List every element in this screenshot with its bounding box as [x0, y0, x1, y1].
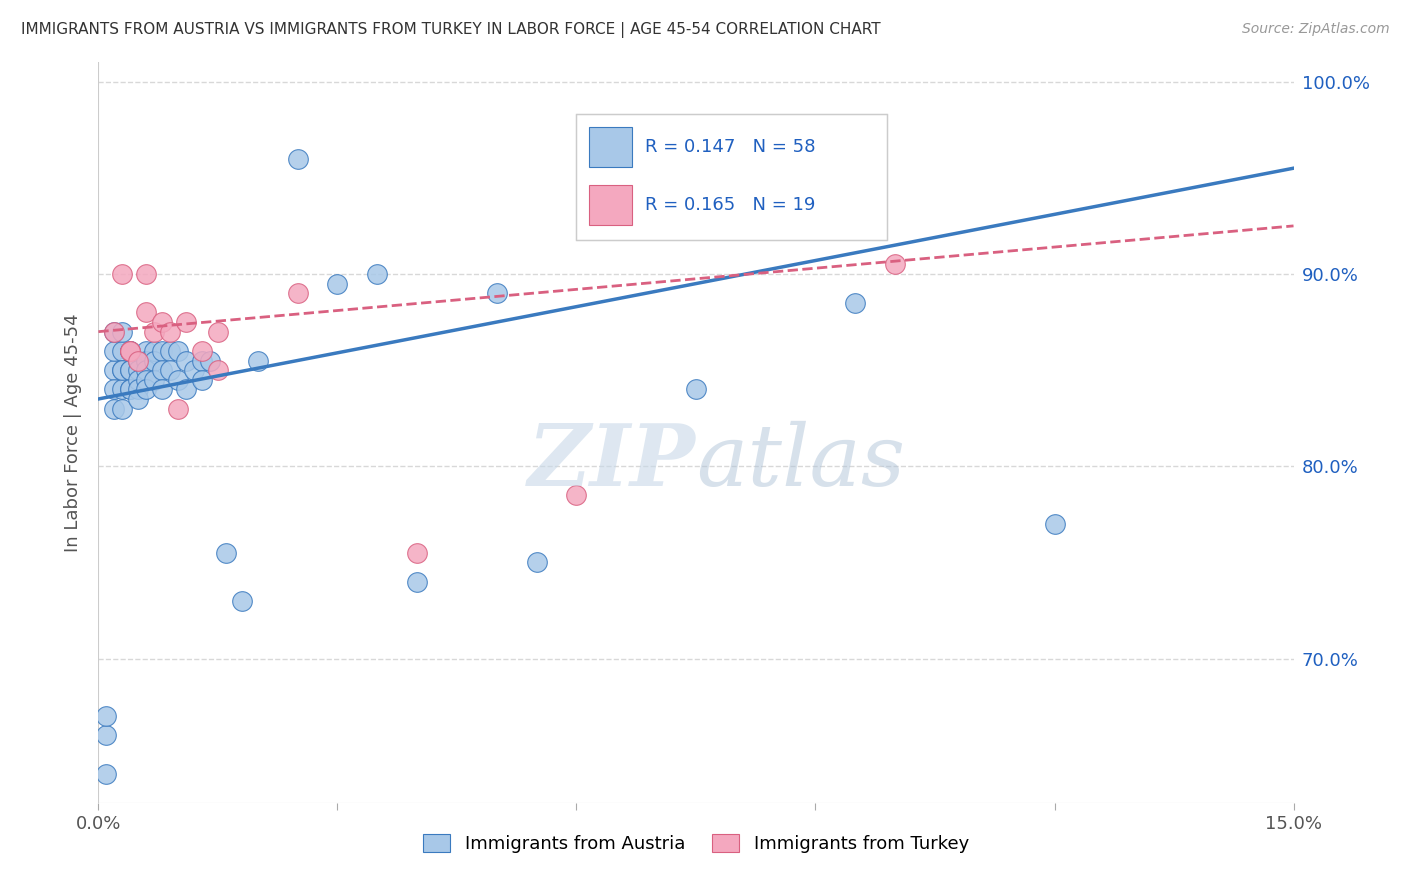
Point [96, 709, 118, 723]
Point [103, 363, 125, 377]
Point [103, 343, 125, 358]
Point [246, 353, 269, 368]
Point [127, 353, 149, 368]
Point [143, 353, 166, 368]
Point [143, 343, 166, 358]
Point [111, 325, 134, 339]
Point [159, 343, 181, 358]
Point [111, 363, 134, 377]
Point [127, 373, 149, 387]
Point [167, 343, 190, 358]
Point [135, 363, 157, 377]
Point [526, 556, 548, 570]
Point [127, 363, 149, 377]
Point [96, 767, 118, 781]
Text: ZIP: ZIP [529, 420, 696, 504]
Point [103, 401, 125, 416]
Point [111, 363, 134, 377]
Point [159, 325, 181, 339]
Point [120, 343, 142, 358]
Point [485, 286, 508, 301]
Legend: Immigrants from Austria, Immigrants from Turkey: Immigrants from Austria, Immigrants from… [416, 827, 976, 861]
Point [198, 353, 221, 368]
Point [884, 257, 907, 271]
Point [111, 401, 134, 416]
Point [150, 315, 173, 329]
Point [191, 353, 214, 368]
Point [150, 343, 173, 358]
Point [844, 295, 866, 310]
Text: IMMIGRANTS FROM AUSTRIA VS IMMIGRANTS FROM TURKEY IN LABOR FORCE | AGE 45-54 COR: IMMIGRANTS FROM AUSTRIA VS IMMIGRANTS FR… [21, 22, 880, 38]
Point [174, 353, 197, 368]
Point [143, 325, 166, 339]
Point [685, 382, 707, 396]
Point [167, 373, 190, 387]
Point [159, 363, 181, 377]
Point [120, 343, 142, 358]
Point [135, 382, 157, 396]
Point [406, 574, 429, 589]
Point [143, 373, 166, 387]
Point [287, 152, 309, 166]
Point [565, 488, 588, 502]
Point [127, 392, 149, 406]
Point [111, 343, 134, 358]
Point [120, 363, 142, 377]
Point [135, 373, 157, 387]
Point [120, 363, 142, 377]
Point [120, 343, 142, 358]
Point [120, 343, 142, 358]
Point [150, 382, 173, 396]
Point [191, 343, 214, 358]
Point [120, 382, 142, 396]
Point [231, 594, 253, 608]
Point [406, 546, 429, 560]
Point [207, 325, 229, 339]
Point [183, 363, 205, 377]
Point [103, 325, 125, 339]
Point [326, 277, 349, 291]
Point [127, 353, 149, 368]
Text: Source: ZipAtlas.com: Source: ZipAtlas.com [1241, 22, 1389, 37]
Point [207, 363, 229, 377]
Point [150, 363, 173, 377]
Point [174, 315, 197, 329]
Point [96, 729, 118, 743]
Point [174, 382, 197, 396]
Point [111, 382, 134, 396]
Point [191, 373, 214, 387]
Point [127, 382, 149, 396]
Point [135, 353, 157, 368]
Point [135, 305, 157, 319]
Point [287, 286, 309, 301]
Point [103, 382, 125, 396]
Text: atlas: atlas [696, 421, 905, 504]
Point [135, 267, 157, 281]
Point [215, 546, 238, 560]
Point [366, 267, 388, 281]
Y-axis label: In Labor Force | Age 45-54: In Labor Force | Age 45-54 [65, 313, 83, 552]
Point [1043, 516, 1066, 531]
Point [103, 325, 125, 339]
Point [135, 343, 157, 358]
Point [111, 267, 134, 281]
Point [167, 401, 190, 416]
Point [120, 382, 142, 396]
